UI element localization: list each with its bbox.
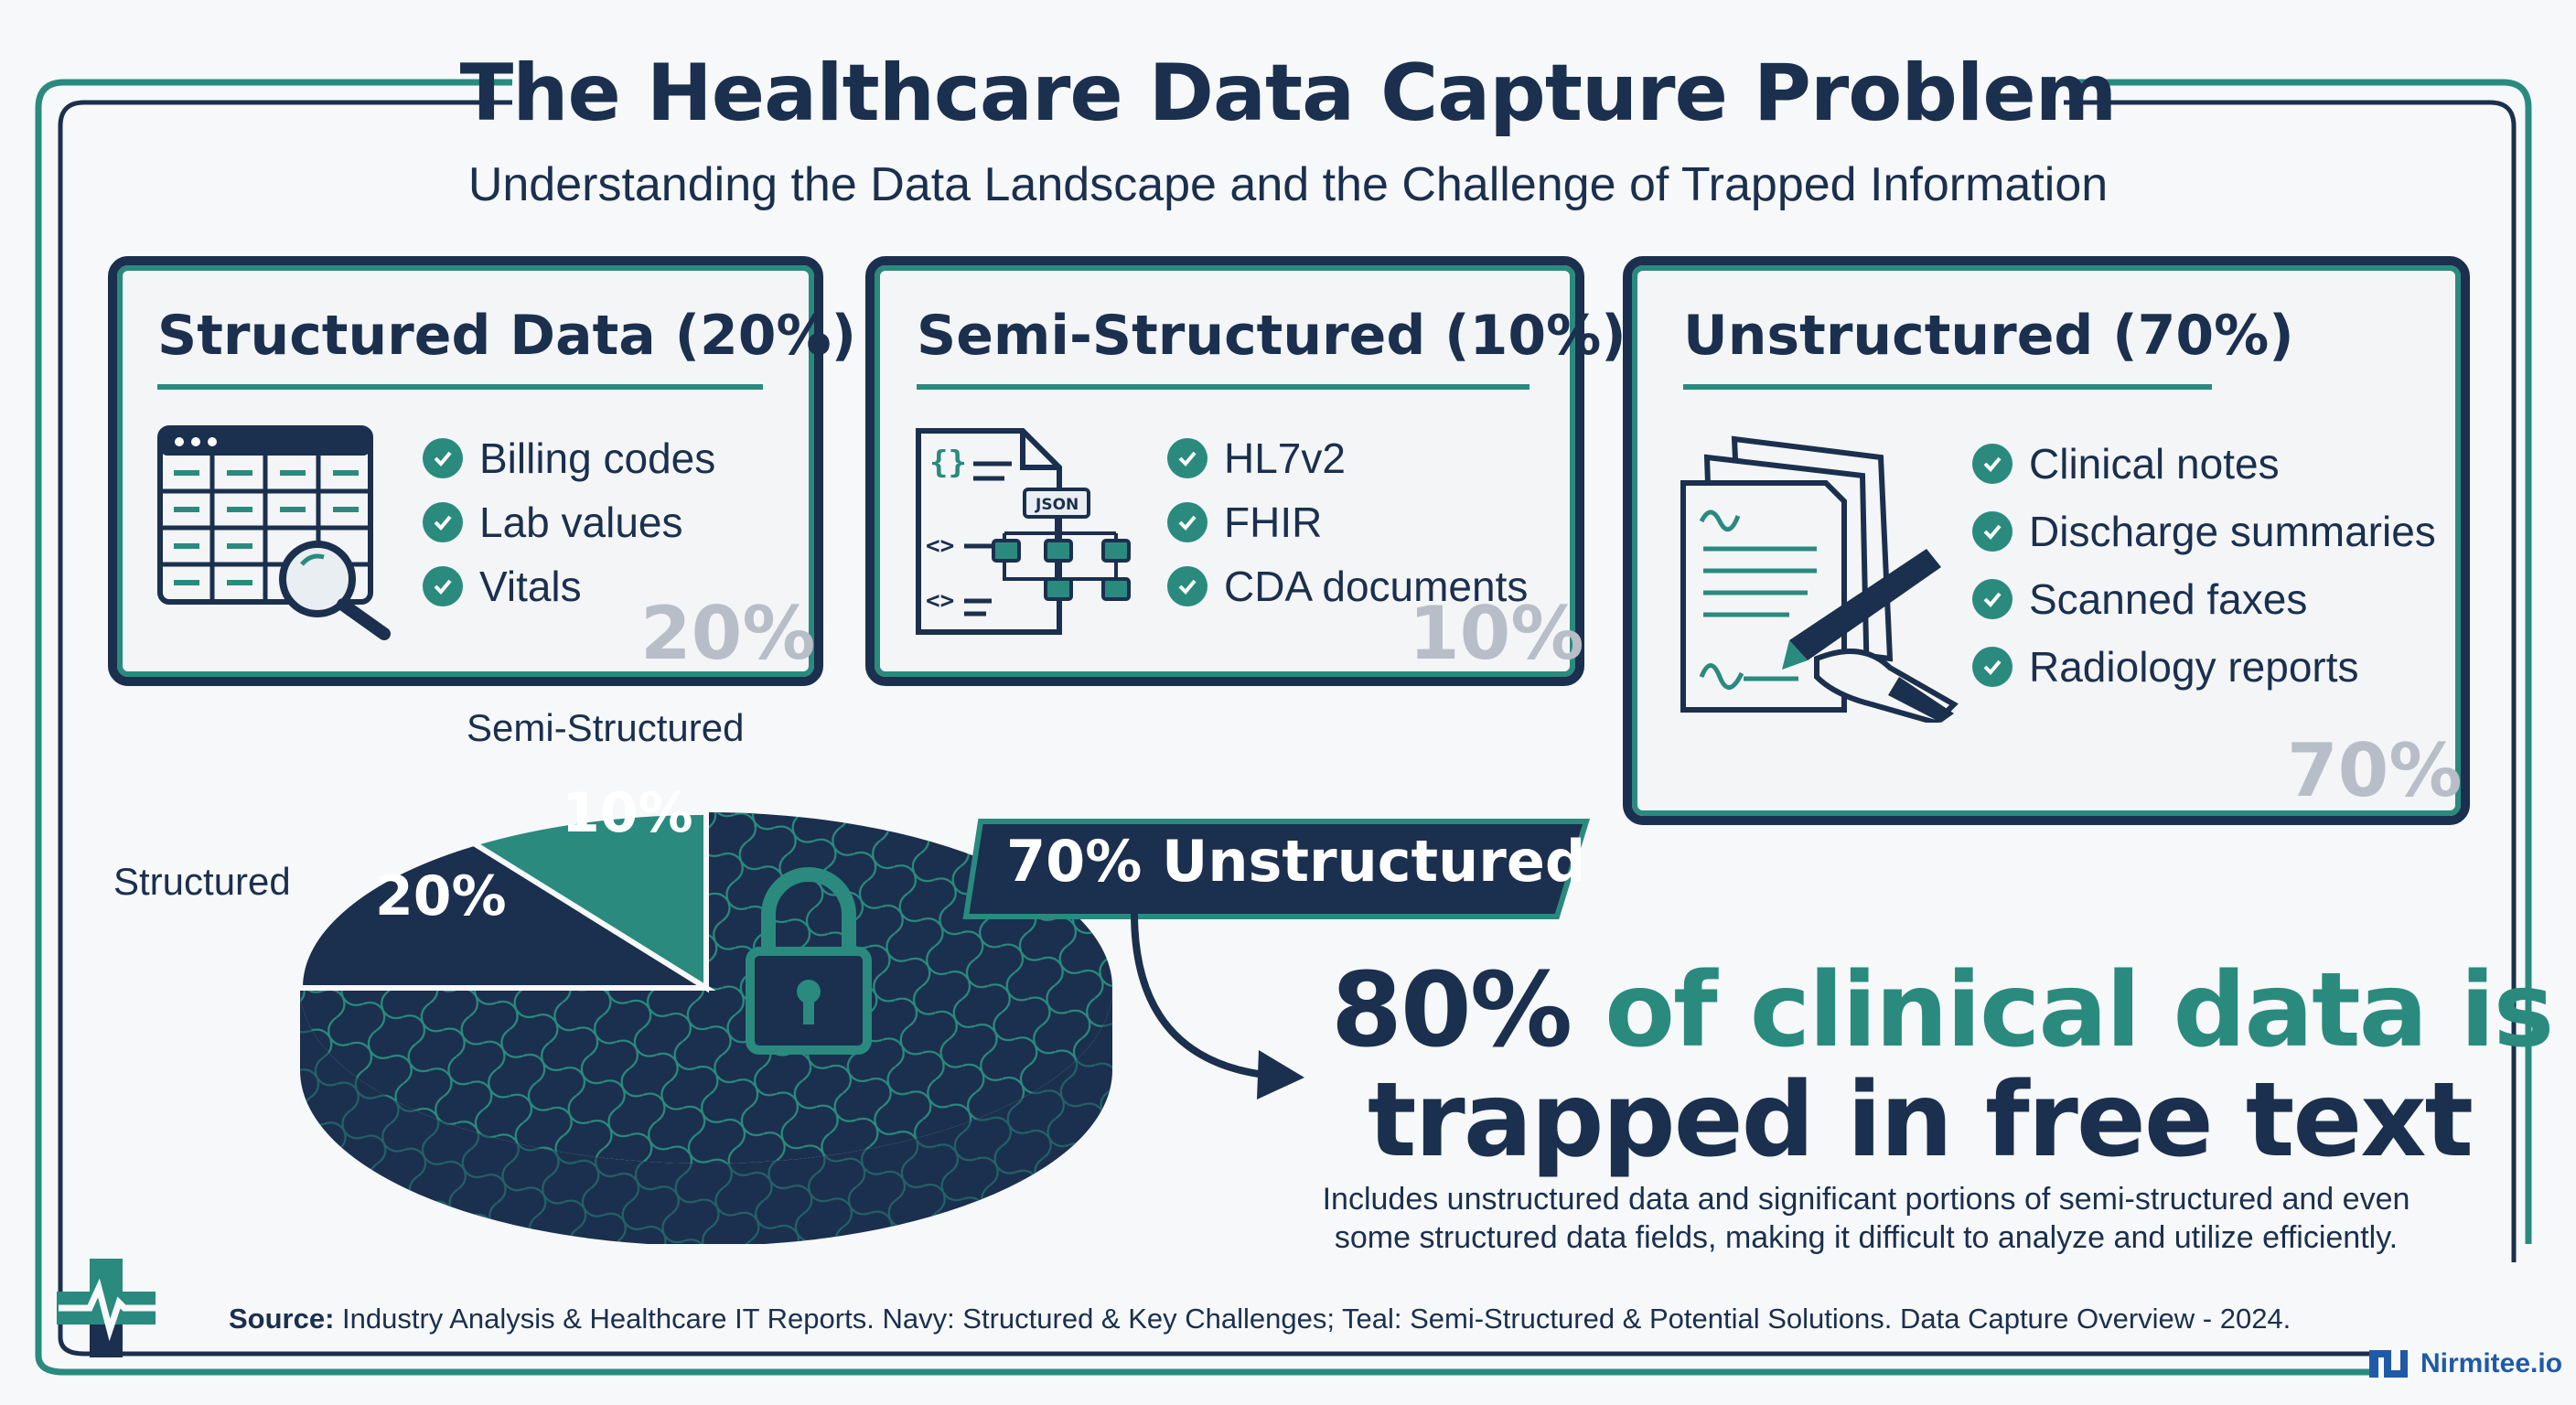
list-item: FHIR <box>1167 498 1322 547</box>
item-label: Clinical notes <box>2029 440 2280 488</box>
json-label: JSON <box>1035 496 1079 514</box>
json-document-icon: {} JSON <> <> <box>916 428 1131 635</box>
page-subtitle: Understanding the Data Landscape and the… <box>467 158 2109 211</box>
card-title-underline <box>1683 384 2212 390</box>
card-watermark-percent: 10% <box>1409 591 1584 676</box>
checkmark-icon <box>1972 647 2012 687</box>
list-item: Lab values <box>423 498 683 547</box>
list-item: Radiology reports <box>1972 642 2359 692</box>
pie-value-semi-structured: 10% <box>562 781 693 845</box>
unstructured-callout-banner <box>962 819 1591 919</box>
spreadsheet-search-icon <box>157 425 391 640</box>
card-watermark-percent: 70% <box>2287 728 2463 813</box>
svg-text:<>: <> <box>926 587 954 615</box>
pie-slice-structured <box>296 840 716 991</box>
list-item: HL7v2 <box>1167 434 1346 483</box>
pie-label-semi-structured: Semi-Structured <box>467 706 745 749</box>
list-item: Scanned faxes <box>1972 574 2307 624</box>
headline-description: Includes unstructured data and significa… <box>1322 1182 2410 1255</box>
medical-cross-pulse-icon <box>57 1259 156 1357</box>
brand-logo[interactable]: Nirmitee.io <box>2367 1348 2562 1379</box>
page-title: The Healthcare Data Capture Problem <box>459 48 2118 139</box>
headline-percent: 80% <box>1331 951 1572 1070</box>
pie-slice-semi-structured <box>467 809 709 993</box>
curved-arrow-icon <box>1131 912 1304 1099</box>
item-label: Billing codes <box>479 434 716 482</box>
checkmark-icon <box>1972 579 2012 619</box>
item-label: Discharge summaries <box>2029 508 2436 555</box>
svg-text:{}: {} <box>929 445 967 481</box>
brand-name: Nirmitee.io <box>2420 1348 2563 1378</box>
list-item: CDA documents <box>1167 562 1528 611</box>
card-watermark-percent: 20% <box>640 591 816 676</box>
card-title: Structured Data (20%) <box>157 304 857 368</box>
headline-line-1: 80% of clinical data is <box>1331 951 2554 1070</box>
item-label: Radiology reports <box>2029 643 2359 691</box>
handwritten-document-icon <box>1680 435 1959 723</box>
item-label: FHIR <box>1224 499 1323 546</box>
checkmark-icon <box>423 438 463 478</box>
headline-rest: of clinical data is <box>1571 951 2554 1070</box>
item-label: Scanned faxes <box>2029 575 2308 623</box>
list-item: Vitals <box>423 562 582 611</box>
card-title-underline <box>157 384 763 390</box>
item-label: Vitals <box>479 563 582 610</box>
list-item: Billing codes <box>423 434 715 483</box>
checkmark-icon <box>423 566 463 606</box>
svg-text:<>: <> <box>926 532 954 560</box>
checkmark-icon <box>1167 438 1208 478</box>
item-label: HL7v2 <box>1224 434 1346 482</box>
nirmitee-logo-icon <box>2369 1350 2408 1378</box>
lock-icon <box>746 867 872 1055</box>
card-title-underline <box>917 384 1530 390</box>
source-text: Industry Analysis & Healthcare IT Report… <box>334 1303 2292 1335</box>
pie-label-structured: Structured <box>113 860 291 903</box>
card-title: Unstructured (70%) <box>1683 304 2294 368</box>
checkmark-icon <box>1167 566 1208 606</box>
checkmark-icon <box>1972 511 2012 552</box>
card-title: Semi-Structured (10%) <box>917 304 1626 368</box>
list-item: Discharge summaries <box>1972 507 2436 556</box>
checkmark-icon <box>1972 444 2012 484</box>
pie-value-structured: 20% <box>375 864 507 928</box>
headline-line-2: trapped in free text <box>1368 1061 2474 1180</box>
checkmark-icon <box>1167 502 1208 542</box>
list-item: Clinical notes <box>1972 439 2280 488</box>
data-pie-chart <box>296 809 1112 1244</box>
checkmark-icon <box>423 502 463 542</box>
source-note: Source: Industry Analysis & Healthcare I… <box>229 1303 2291 1335</box>
item-label: CDA documents <box>1224 563 1529 610</box>
source-label: Source: <box>229 1303 335 1335</box>
unstructured-callout-label: 70% Unstructured <box>1006 828 1586 895</box>
item-label: Lab values <box>479 499 683 546</box>
